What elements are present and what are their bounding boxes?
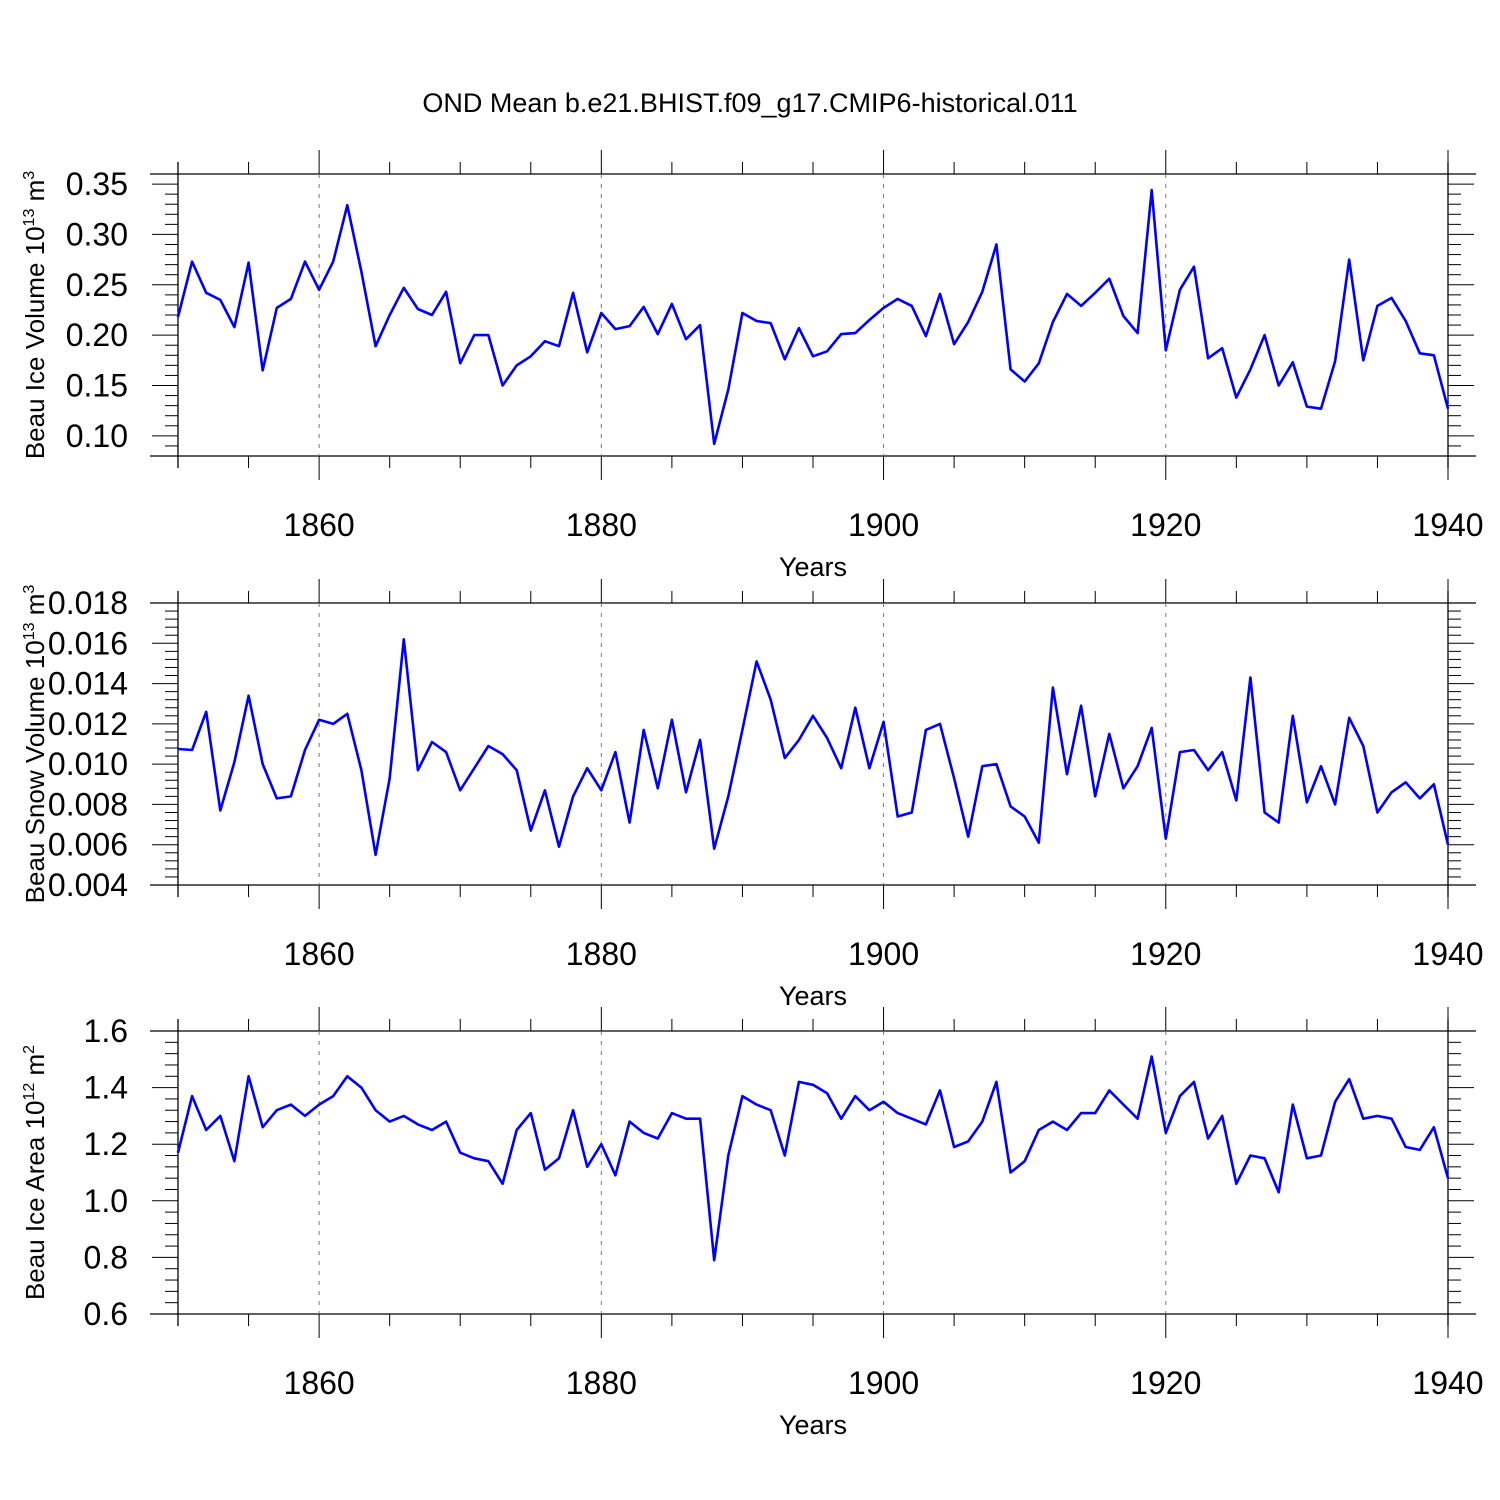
x-axis-label: Years (779, 981, 847, 1011)
panels: 0.10 0.15 0.20 0.25 0.30 0.35 1860 1880 1900 1920… (20, 150, 1484, 1440)
y-tick-label: 0.012 (48, 706, 128, 742)
x-tick-label: 1880 (566, 1365, 637, 1401)
x-tick-label: 1900 (848, 507, 919, 543)
y-tick-label: 1.0 (84, 1183, 128, 1219)
x-tick-label: 1900 (848, 936, 919, 972)
y-axis-label: Beau Ice Area 1012 m2 (20, 1045, 50, 1300)
series-line (176, 188, 1450, 446)
x-tick-label: 1940 (1412, 507, 1483, 543)
y-axis-label: Beau Ice Volume 1013 m3 (20, 171, 50, 459)
x-tick-label: 1920 (1130, 507, 1201, 543)
y-tick-label: 0.016 (48, 625, 128, 661)
y-tick-label: 0.010 (48, 746, 128, 782)
x-tick-label: 1860 (284, 1365, 355, 1401)
y-tick-label: 1.4 (84, 1070, 128, 1106)
y-tick-label: 0.30 (66, 216, 128, 252)
y-tick-label: 1.2 (84, 1126, 128, 1162)
y-tick-label: 0.15 (66, 368, 128, 404)
y-tick-label: 0.8 (84, 1239, 128, 1275)
y-tick-label: 0.10 (66, 418, 128, 454)
y-tick-label: 0.20 (66, 317, 128, 353)
y-tick-label: 0.006 (48, 827, 128, 863)
y-tick-label: 0.004 (48, 867, 128, 903)
x-tick-label: 1860 (284, 507, 355, 543)
series-line (176, 1055, 1450, 1262)
chart-title: OND Mean b.e21.BHIST.f09_g17.CMIP6-histo… (422, 88, 1077, 118)
x-tick-label: 1940 (1412, 936, 1483, 972)
x-tick-label: 1860 (284, 936, 355, 972)
x-tick-label: 1920 (1130, 1365, 1201, 1401)
chart-panel-3: 0.6 0.8 1.0 1.2 1.4 1.6 1860 1880 1900 1920 1940 Ye… (20, 1007, 1484, 1440)
x-axis-label: Years (779, 1410, 847, 1440)
x-axis-label: Years (779, 552, 847, 582)
chart-panel-1: 0.10 0.15 0.20 0.25 0.30 0.35 1860 1880 1900 1920… (20, 150, 1484, 582)
y-tick-label: 0.018 (48, 585, 128, 621)
y-tick-label: 1.6 (84, 1013, 128, 1049)
x-tick-label: 1880 (566, 936, 637, 972)
y-tick-label: 0.008 (48, 786, 128, 822)
series-line (177, 637, 1450, 857)
x-tick-label: 1900 (848, 1365, 919, 1401)
chart-panel-2: 0.004 0.006 0.008 0.010 0.012 0.014 0.016 0.018… (20, 579, 1484, 1011)
x-tick-label: 1920 (1130, 936, 1201, 972)
y-tick-label: 0.014 (48, 666, 128, 702)
y-tick-label: 0.25 (66, 267, 128, 303)
y-axis-label: Beau Snow Volume 1013 m3 (20, 585, 50, 904)
y-tick-label: 0.35 (66, 166, 128, 202)
x-tick-label: 1940 (1412, 1365, 1483, 1401)
y-tick-label: 0.6 (84, 1296, 128, 1332)
x-tick-label: 1880 (566, 507, 637, 543)
